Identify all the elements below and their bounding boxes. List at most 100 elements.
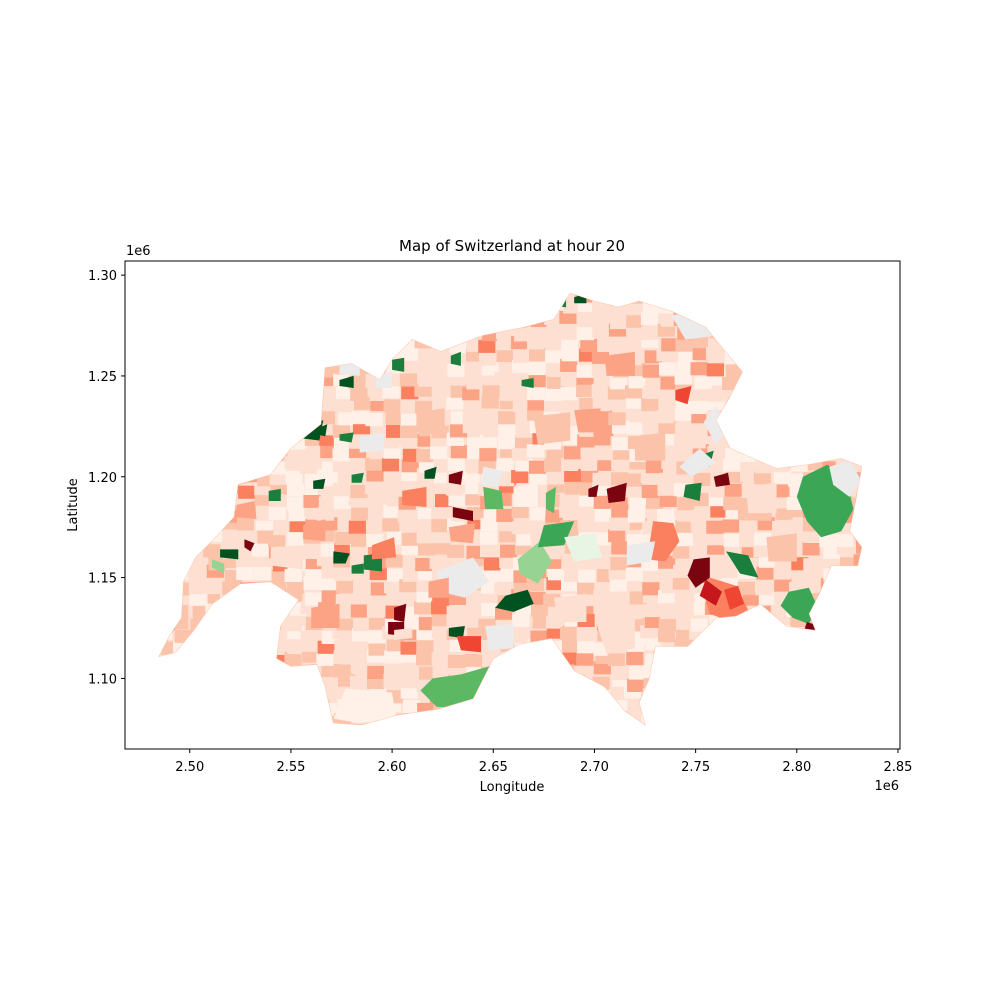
municipality-cell xyxy=(466,545,484,559)
municipality-cell xyxy=(511,447,529,461)
municipality-cell xyxy=(289,519,307,533)
municipality-cell xyxy=(609,578,627,592)
municipality-cell xyxy=(332,448,350,462)
municipality-cell xyxy=(819,534,837,548)
municipality-cell xyxy=(657,629,676,643)
municipality-cell xyxy=(560,387,578,401)
municipality-cell xyxy=(447,457,465,471)
municipality-cell xyxy=(626,395,644,409)
municipality-cell xyxy=(576,652,594,666)
municipality-cell xyxy=(316,652,334,666)
municipality-cell xyxy=(479,448,497,462)
municipality-cell xyxy=(464,614,482,628)
municipality-cell xyxy=(659,493,677,507)
municipality-cell xyxy=(580,338,598,352)
municipality-cell xyxy=(611,589,629,603)
municipality-cell xyxy=(334,567,352,581)
municipality-cell xyxy=(627,509,645,523)
municipality-cell xyxy=(353,580,371,594)
municipality-cell xyxy=(563,446,582,460)
municipality-cell xyxy=(512,613,530,627)
municipality-region xyxy=(359,432,384,453)
municipality-cell xyxy=(803,529,821,543)
municipality-cell xyxy=(610,316,628,330)
municipality-cell xyxy=(284,653,302,667)
municipality-cell xyxy=(626,314,644,328)
y-tick-label: 1.25 xyxy=(88,370,117,385)
municipality-cell xyxy=(350,675,368,689)
municipality-cell xyxy=(706,388,724,402)
municipality-cell xyxy=(498,411,516,425)
municipality-cell xyxy=(284,456,302,470)
municipality-cell xyxy=(561,457,579,471)
municipality-cell xyxy=(268,507,286,521)
municipality-region xyxy=(448,470,463,485)
municipality-cell xyxy=(300,460,318,474)
municipality-cell xyxy=(659,472,677,486)
municipality-cell xyxy=(627,302,645,316)
municipality-cell xyxy=(595,579,613,593)
municipality-cell xyxy=(706,532,724,546)
municipality-cell xyxy=(726,364,744,378)
municipality-cell xyxy=(592,301,610,315)
municipality-region xyxy=(495,589,534,612)
municipality-region xyxy=(371,537,397,560)
municipality-cell xyxy=(403,665,421,679)
municipality-cell xyxy=(529,348,547,362)
municipality-cell xyxy=(527,397,545,411)
municipality-cell xyxy=(597,338,615,352)
municipality-cell xyxy=(660,605,678,619)
municipality-cell xyxy=(336,617,354,631)
municipality-cell xyxy=(561,326,579,340)
municipality-cell xyxy=(625,385,643,399)
municipality-cell xyxy=(430,446,448,460)
municipality-cell xyxy=(579,398,597,412)
municipality-region xyxy=(339,432,354,443)
municipality-cell xyxy=(526,444,545,458)
municipality-cell xyxy=(691,400,709,414)
municipality-region xyxy=(564,533,603,562)
municipality-cell xyxy=(496,349,514,363)
municipality-cell xyxy=(675,338,693,352)
municipality-cell xyxy=(416,627,434,641)
municipality-cell xyxy=(402,568,421,582)
municipality-cell xyxy=(559,627,578,641)
municipality-cell xyxy=(576,383,594,397)
municipality-cell xyxy=(382,518,400,532)
municipality-cell xyxy=(657,509,675,523)
municipality-cell xyxy=(353,618,371,632)
municipality-region xyxy=(402,486,427,507)
municipality-cell xyxy=(563,397,581,411)
municipality-cell xyxy=(399,373,418,387)
municipality-region xyxy=(537,521,575,548)
municipality-cell xyxy=(401,386,419,400)
municipality-cell xyxy=(511,521,529,535)
municipality-cell xyxy=(641,398,659,412)
municipality-cell xyxy=(189,592,207,606)
municipality-cell xyxy=(366,468,384,482)
municipality-cell xyxy=(646,495,664,509)
municipality-region xyxy=(436,557,490,598)
municipality-cell xyxy=(689,545,707,559)
municipality-cell xyxy=(676,401,694,415)
municipality-cell xyxy=(416,640,434,654)
municipality-region xyxy=(392,357,405,372)
municipality-cell xyxy=(545,337,563,351)
municipality-cell xyxy=(823,545,841,559)
municipality-cell xyxy=(383,665,402,679)
municipality-cell xyxy=(611,457,629,471)
municipality-cell xyxy=(418,351,437,365)
municipality-cell xyxy=(418,373,436,387)
municipality-region xyxy=(212,559,225,574)
municipality-cell xyxy=(578,518,596,532)
municipality-region xyxy=(675,386,692,405)
municipality-cell xyxy=(755,582,773,596)
municipality-cell xyxy=(464,397,482,411)
municipality-cell xyxy=(419,666,437,680)
municipality-cell xyxy=(448,493,466,507)
municipality-cell xyxy=(433,470,452,484)
x-offset-label: 1e6 xyxy=(874,779,899,794)
municipality-cell xyxy=(319,576,338,590)
municipality-cell xyxy=(400,412,418,426)
